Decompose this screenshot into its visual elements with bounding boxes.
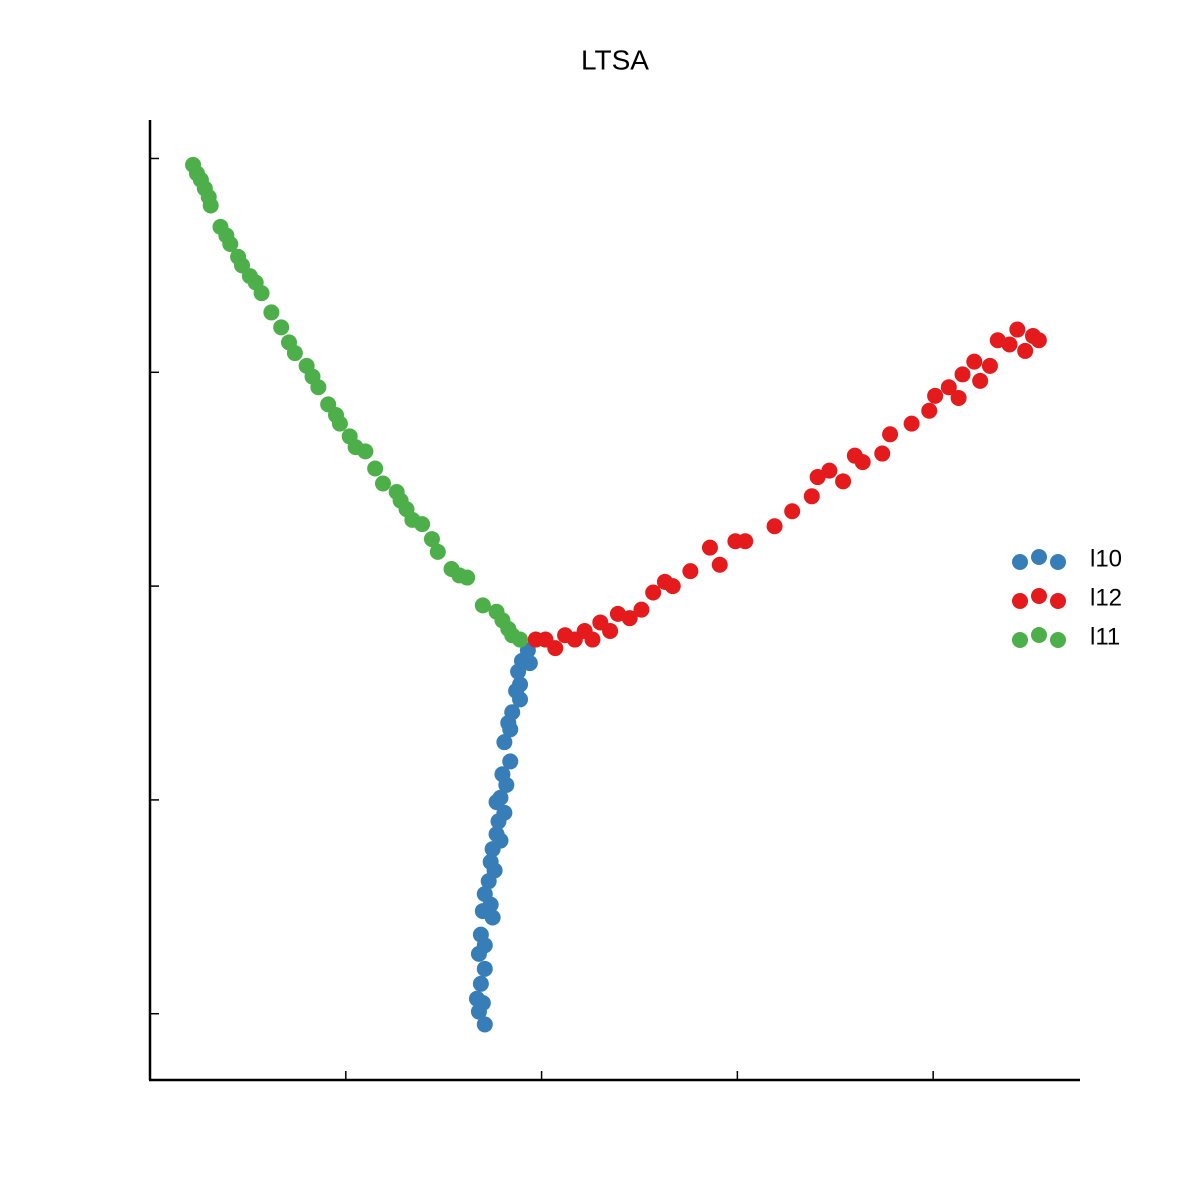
point	[547, 640, 564, 657]
legend-label: l11	[1090, 623, 1120, 650]
point	[510, 663, 527, 680]
legend-marker	[1050, 632, 1066, 648]
point	[472, 975, 489, 992]
point	[476, 960, 493, 977]
point	[921, 402, 938, 419]
point	[803, 488, 820, 505]
legend-marker	[1012, 632, 1028, 648]
point	[414, 516, 431, 533]
point	[476, 1016, 493, 1033]
point	[954, 366, 971, 383]
point	[835, 473, 852, 490]
point	[981, 357, 998, 374]
legend-marker	[1050, 593, 1066, 609]
point	[480, 873, 497, 890]
point	[927, 387, 944, 404]
point	[286, 345, 303, 362]
point	[766, 518, 783, 535]
point	[621, 610, 638, 627]
point	[784, 503, 801, 520]
legend-marker	[1031, 549, 1047, 565]
point	[711, 556, 728, 573]
point	[737, 533, 754, 550]
point	[263, 304, 280, 321]
point	[502, 721, 519, 738]
legend-label: l10	[1090, 545, 1122, 572]
point	[966, 353, 983, 370]
legend-marker	[1012, 593, 1028, 609]
point	[357, 443, 374, 460]
point	[821, 462, 838, 479]
point	[502, 753, 519, 770]
point	[854, 454, 871, 471]
point	[633, 601, 650, 618]
point	[470, 945, 487, 962]
point	[470, 1003, 487, 1020]
point	[484, 909, 501, 926]
legend-marker	[1031, 627, 1047, 643]
legend-marker	[1012, 554, 1028, 570]
point	[423, 531, 440, 548]
point	[701, 539, 718, 556]
point	[490, 813, 507, 830]
point	[940, 379, 957, 396]
point	[331, 415, 348, 432]
point	[664, 578, 681, 595]
legend-marker	[1050, 554, 1066, 570]
point	[459, 569, 476, 586]
point	[498, 776, 515, 793]
point	[882, 426, 899, 443]
point	[972, 372, 989, 389]
point	[222, 236, 239, 253]
point	[512, 691, 529, 708]
point	[602, 623, 619, 640]
point	[374, 475, 391, 492]
point	[253, 285, 270, 302]
legend-label: l12	[1090, 584, 1122, 611]
point	[950, 389, 967, 406]
point	[484, 841, 501, 858]
legend-marker	[1031, 588, 1047, 604]
point	[512, 631, 529, 648]
point	[310, 379, 327, 396]
point	[682, 563, 699, 580]
point	[1030, 332, 1047, 349]
point	[273, 319, 290, 336]
point	[474, 597, 491, 614]
point	[496, 734, 513, 751]
point	[809, 469, 826, 486]
point	[202, 197, 219, 214]
point	[584, 631, 601, 648]
point	[645, 584, 662, 601]
point	[429, 543, 446, 560]
point	[903, 415, 920, 432]
point	[521, 655, 538, 672]
chart-title: LTSA	[581, 44, 649, 75]
point	[874, 445, 891, 462]
point	[367, 460, 384, 477]
point	[1017, 342, 1034, 359]
point	[1009, 321, 1026, 338]
point	[1001, 336, 1018, 353]
